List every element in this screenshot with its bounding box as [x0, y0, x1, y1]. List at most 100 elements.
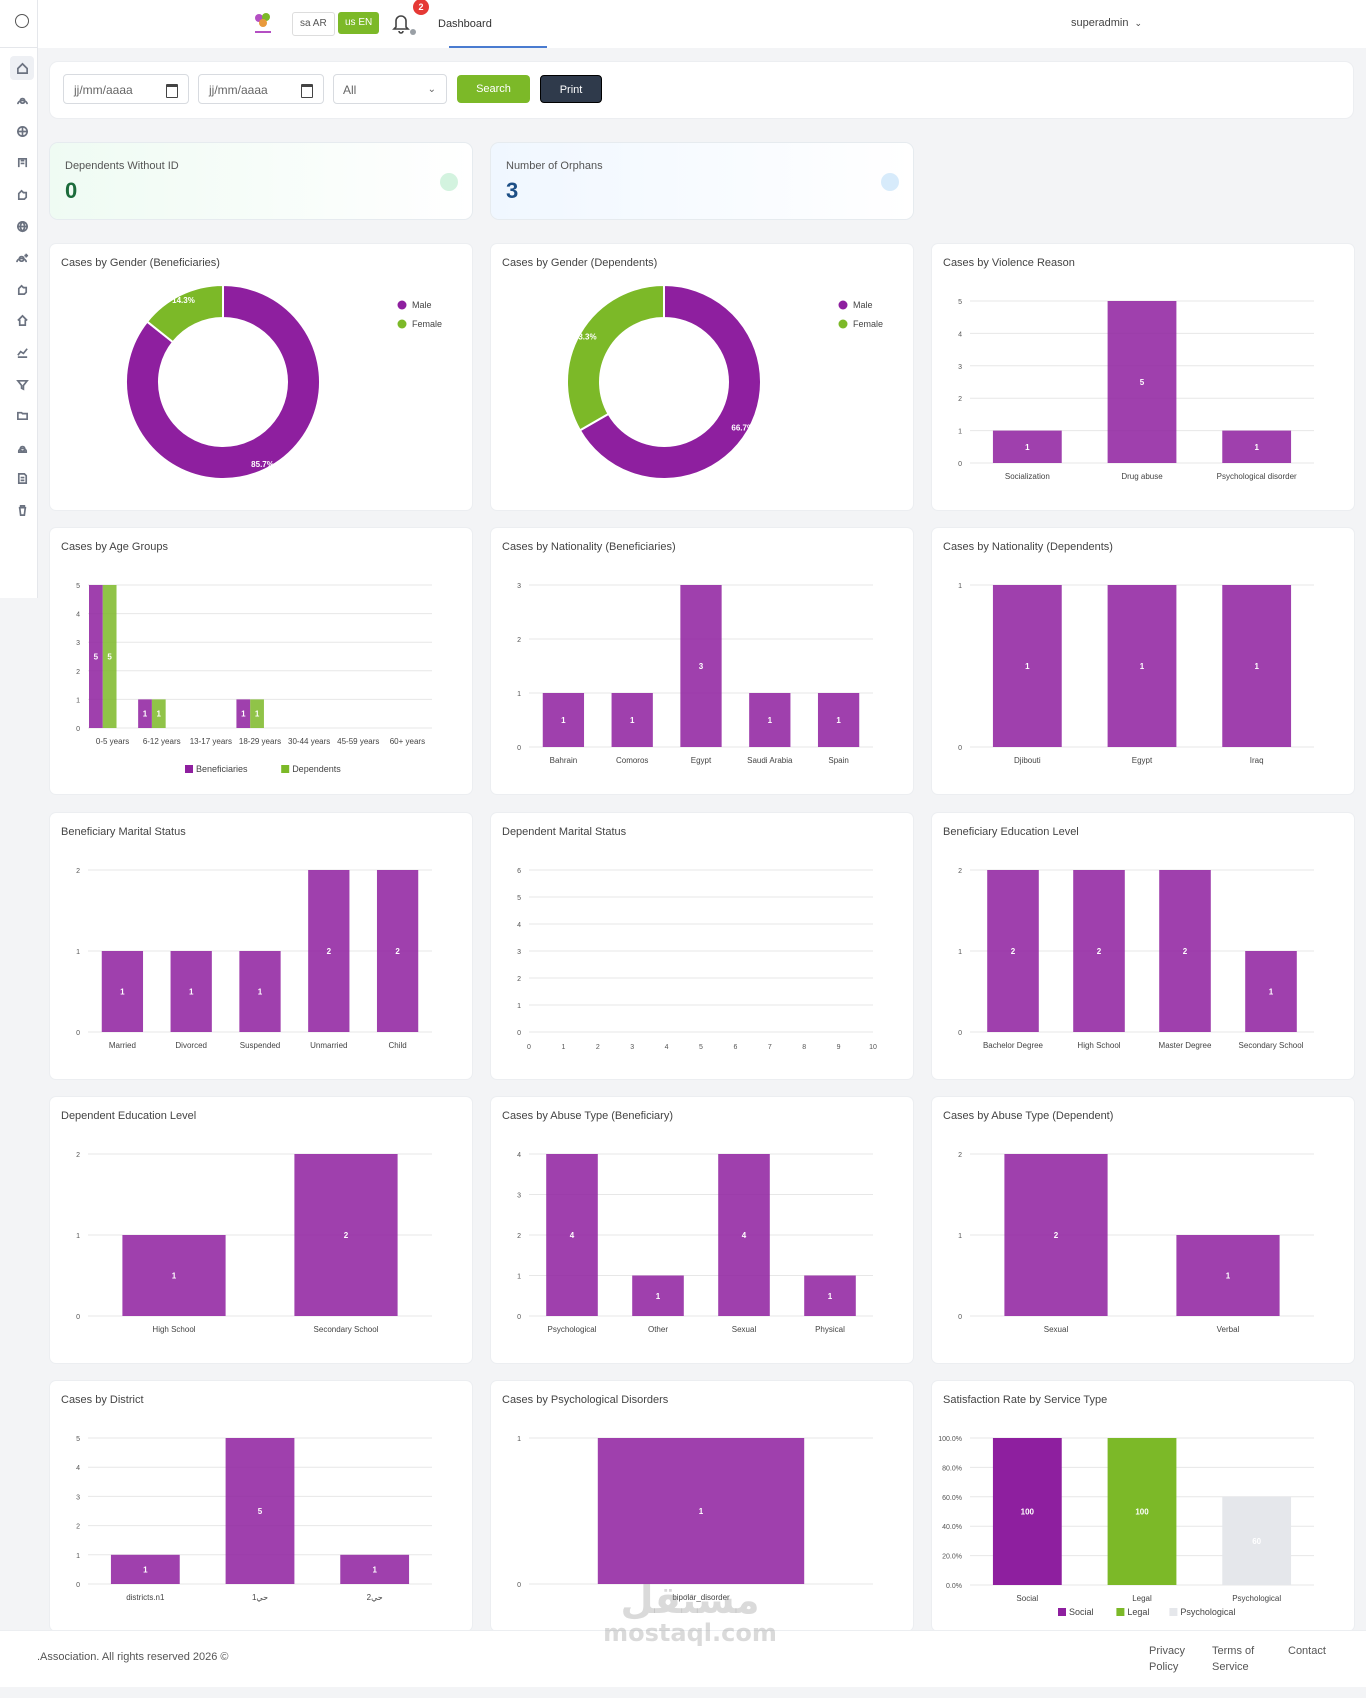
report-icon[interactable] — [10, 467, 34, 491]
trash-icon[interactable] — [10, 498, 34, 522]
hand-icon[interactable] — [10, 277, 34, 301]
user-add-icon[interactable] — [10, 246, 34, 270]
bar-child[interactable] — [376, 870, 419, 1032]
privacy-link[interactable]: Privacy Policy — [1149, 1643, 1185, 1675]
bar-value-label[interactable]: 4 — [570, 1231, 575, 1240]
bar-bipolar-disorder[interactable] — [597, 1438, 805, 1584]
bar-high-school[interactable] — [122, 1235, 226, 1316]
bar-spain[interactable] — [817, 693, 860, 747]
lang-en-button[interactable]: us EN — [338, 12, 380, 34]
menu-toggle-icon[interactable] — [15, 14, 29, 28]
bar-value-label[interactable]: 1 — [189, 988, 194, 997]
bar-0-5-years-dependents[interactable] — [102, 585, 117, 728]
bar-comoros[interactable] — [611, 693, 653, 747]
bar-suspended[interactable] — [239, 951, 281, 1032]
bar-value-label[interactable]: 1 — [1025, 443, 1030, 452]
bar-value-label[interactable]: 2 — [1011, 947, 1016, 956]
person-icon[interactable] — [10, 435, 34, 459]
bar-value-label[interactable]: 1 — [255, 710, 260, 719]
hand-icon[interactable] — [10, 182, 34, 206]
bar-value-label[interactable]: 2 — [327, 947, 332, 956]
bar-sexual[interactable] — [718, 1154, 770, 1316]
filter-icon[interactable] — [10, 372, 34, 396]
bar-value-label[interactable]: 5 — [258, 1507, 263, 1516]
folder-icon[interactable] — [10, 404, 34, 428]
bar-sexual[interactable] — [1004, 1154, 1108, 1316]
bar-socialization[interactable] — [992, 430, 1062, 463]
bar-value-label[interactable]: 4 — [742, 1231, 747, 1240]
bar-djibouti[interactable] — [992, 585, 1062, 747]
bar-master-degree[interactable] — [1159, 870, 1211, 1032]
bar-value-label[interactable]: 1 — [561, 716, 566, 725]
lang-ar-button[interactable]: sa AR — [292, 12, 335, 36]
bar-value-label[interactable]: 1 — [1254, 443, 1259, 452]
bar-value-label[interactable]: 5 — [94, 653, 99, 662]
calendar-icon[interactable] — [166, 84, 178, 98]
bar-value-label[interactable]: 1 — [1226, 1272, 1231, 1281]
bar-value-label[interactable]: 1 — [157, 710, 162, 719]
bar-value-label[interactable]: 1 — [1140, 662, 1145, 671]
date-from-input[interactable]: jj/mm/aaaa — [63, 74, 189, 104]
bar-value-label[interactable]: 1 — [836, 716, 841, 725]
bar-drug-abuse[interactable] — [1107, 301, 1177, 463]
bar-value-label[interactable]: 1 — [1254, 662, 1259, 671]
bar-18-29-years-beneficiaries[interactable] — [236, 699, 251, 728]
bar-value-label[interactable]: 2 — [395, 947, 400, 956]
bar-value-label[interactable]: 1 — [120, 988, 125, 997]
bar-value-label[interactable]: 1 — [258, 988, 263, 997]
house-icon[interactable] — [10, 309, 34, 333]
bar-value-label[interactable]: 2 — [1183, 947, 1188, 956]
bar-verbal[interactable] — [1176, 1235, 1280, 1316]
bar-value-label[interactable]: 1 — [143, 1565, 148, 1574]
bar-0-5-years-beneficiaries[interactable] — [89, 585, 103, 728]
date-to-input[interactable]: jj/mm/aaaa — [198, 74, 324, 104]
bar-value-label[interactable]: 1 — [630, 716, 635, 725]
bar-value-label[interactable]: 2 — [1054, 1231, 1059, 1240]
bar-divorced[interactable] — [170, 951, 212, 1032]
bar-iraq[interactable] — [1222, 585, 1292, 747]
bar-social[interactable] — [992, 1438, 1062, 1585]
bar-saudi-arabia[interactable] — [749, 693, 791, 747]
calendar-icon[interactable] — [301, 84, 313, 98]
bar-value-label[interactable]: 1 — [241, 710, 246, 719]
bar-value-label[interactable]: 2 — [344, 1231, 349, 1240]
terms-link[interactable]: Terms of Service — [1212, 1643, 1254, 1675]
tab-dashboard[interactable]: Dashboard — [438, 18, 492, 30]
bar-value-label[interactable]: 1 — [768, 716, 773, 725]
bar-legal[interactable] — [1107, 1438, 1177, 1585]
bar-value-label[interactable]: 60 — [1252, 1537, 1261, 1546]
bar-egypt[interactable] — [1107, 585, 1177, 747]
bar-physical[interactable] — [804, 1275, 856, 1317]
bar-حي2[interactable] — [340, 1554, 410, 1584]
bar-value-label[interactable]: 100 — [1021, 1508, 1035, 1517]
filter-select[interactable]: All ⌄ — [333, 74, 447, 104]
print-button[interactable]: Print — [540, 75, 602, 103]
bar-value-label[interactable]: 3 — [699, 662, 704, 671]
network-icon[interactable] — [10, 119, 34, 143]
bar-unmarried[interactable] — [308, 870, 350, 1032]
bar-bahrain[interactable] — [542, 693, 585, 747]
bar-psychological[interactable] — [546, 1154, 598, 1316]
bar-value-label[interactable]: 1 — [372, 1565, 377, 1574]
bar-value-label[interactable]: 2 — [1097, 947, 1102, 956]
bar-psychological-disorder[interactable] — [1222, 430, 1292, 463]
home-icon[interactable] — [10, 56, 34, 80]
bar-value-label[interactable]: 1 — [143, 710, 148, 719]
bar-حي1[interactable] — [225, 1438, 295, 1584]
bar-value-label[interactable]: 1 — [1025, 662, 1030, 671]
user-menu[interactable]: superadmin ⌄ — [1071, 17, 1142, 29]
bar-districts-n1[interactable] — [110, 1554, 180, 1584]
bar-6-12-years-beneficiaries[interactable] — [138, 699, 152, 728]
bar-secondary-school[interactable] — [294, 1154, 398, 1316]
bar-value-label[interactable]: 1 — [1269, 988, 1274, 997]
user-icon[interactable] — [10, 88, 34, 112]
bar-bachelor-degree[interactable] — [987, 870, 1039, 1032]
chart-line-icon[interactable] — [10, 340, 34, 364]
bar-other[interactable] — [632, 1275, 684, 1317]
search-button[interactable]: Search — [457, 75, 530, 103]
bar-value-label[interactable]: 1 — [172, 1272, 177, 1281]
bar-high-school[interactable] — [1073, 870, 1125, 1032]
contact-link[interactable]: Contact — [1288, 1645, 1326, 1657]
bar-value-label[interactable]: 1 — [699, 1507, 704, 1516]
bar-value-label[interactable]: 100 — [1135, 1508, 1149, 1517]
